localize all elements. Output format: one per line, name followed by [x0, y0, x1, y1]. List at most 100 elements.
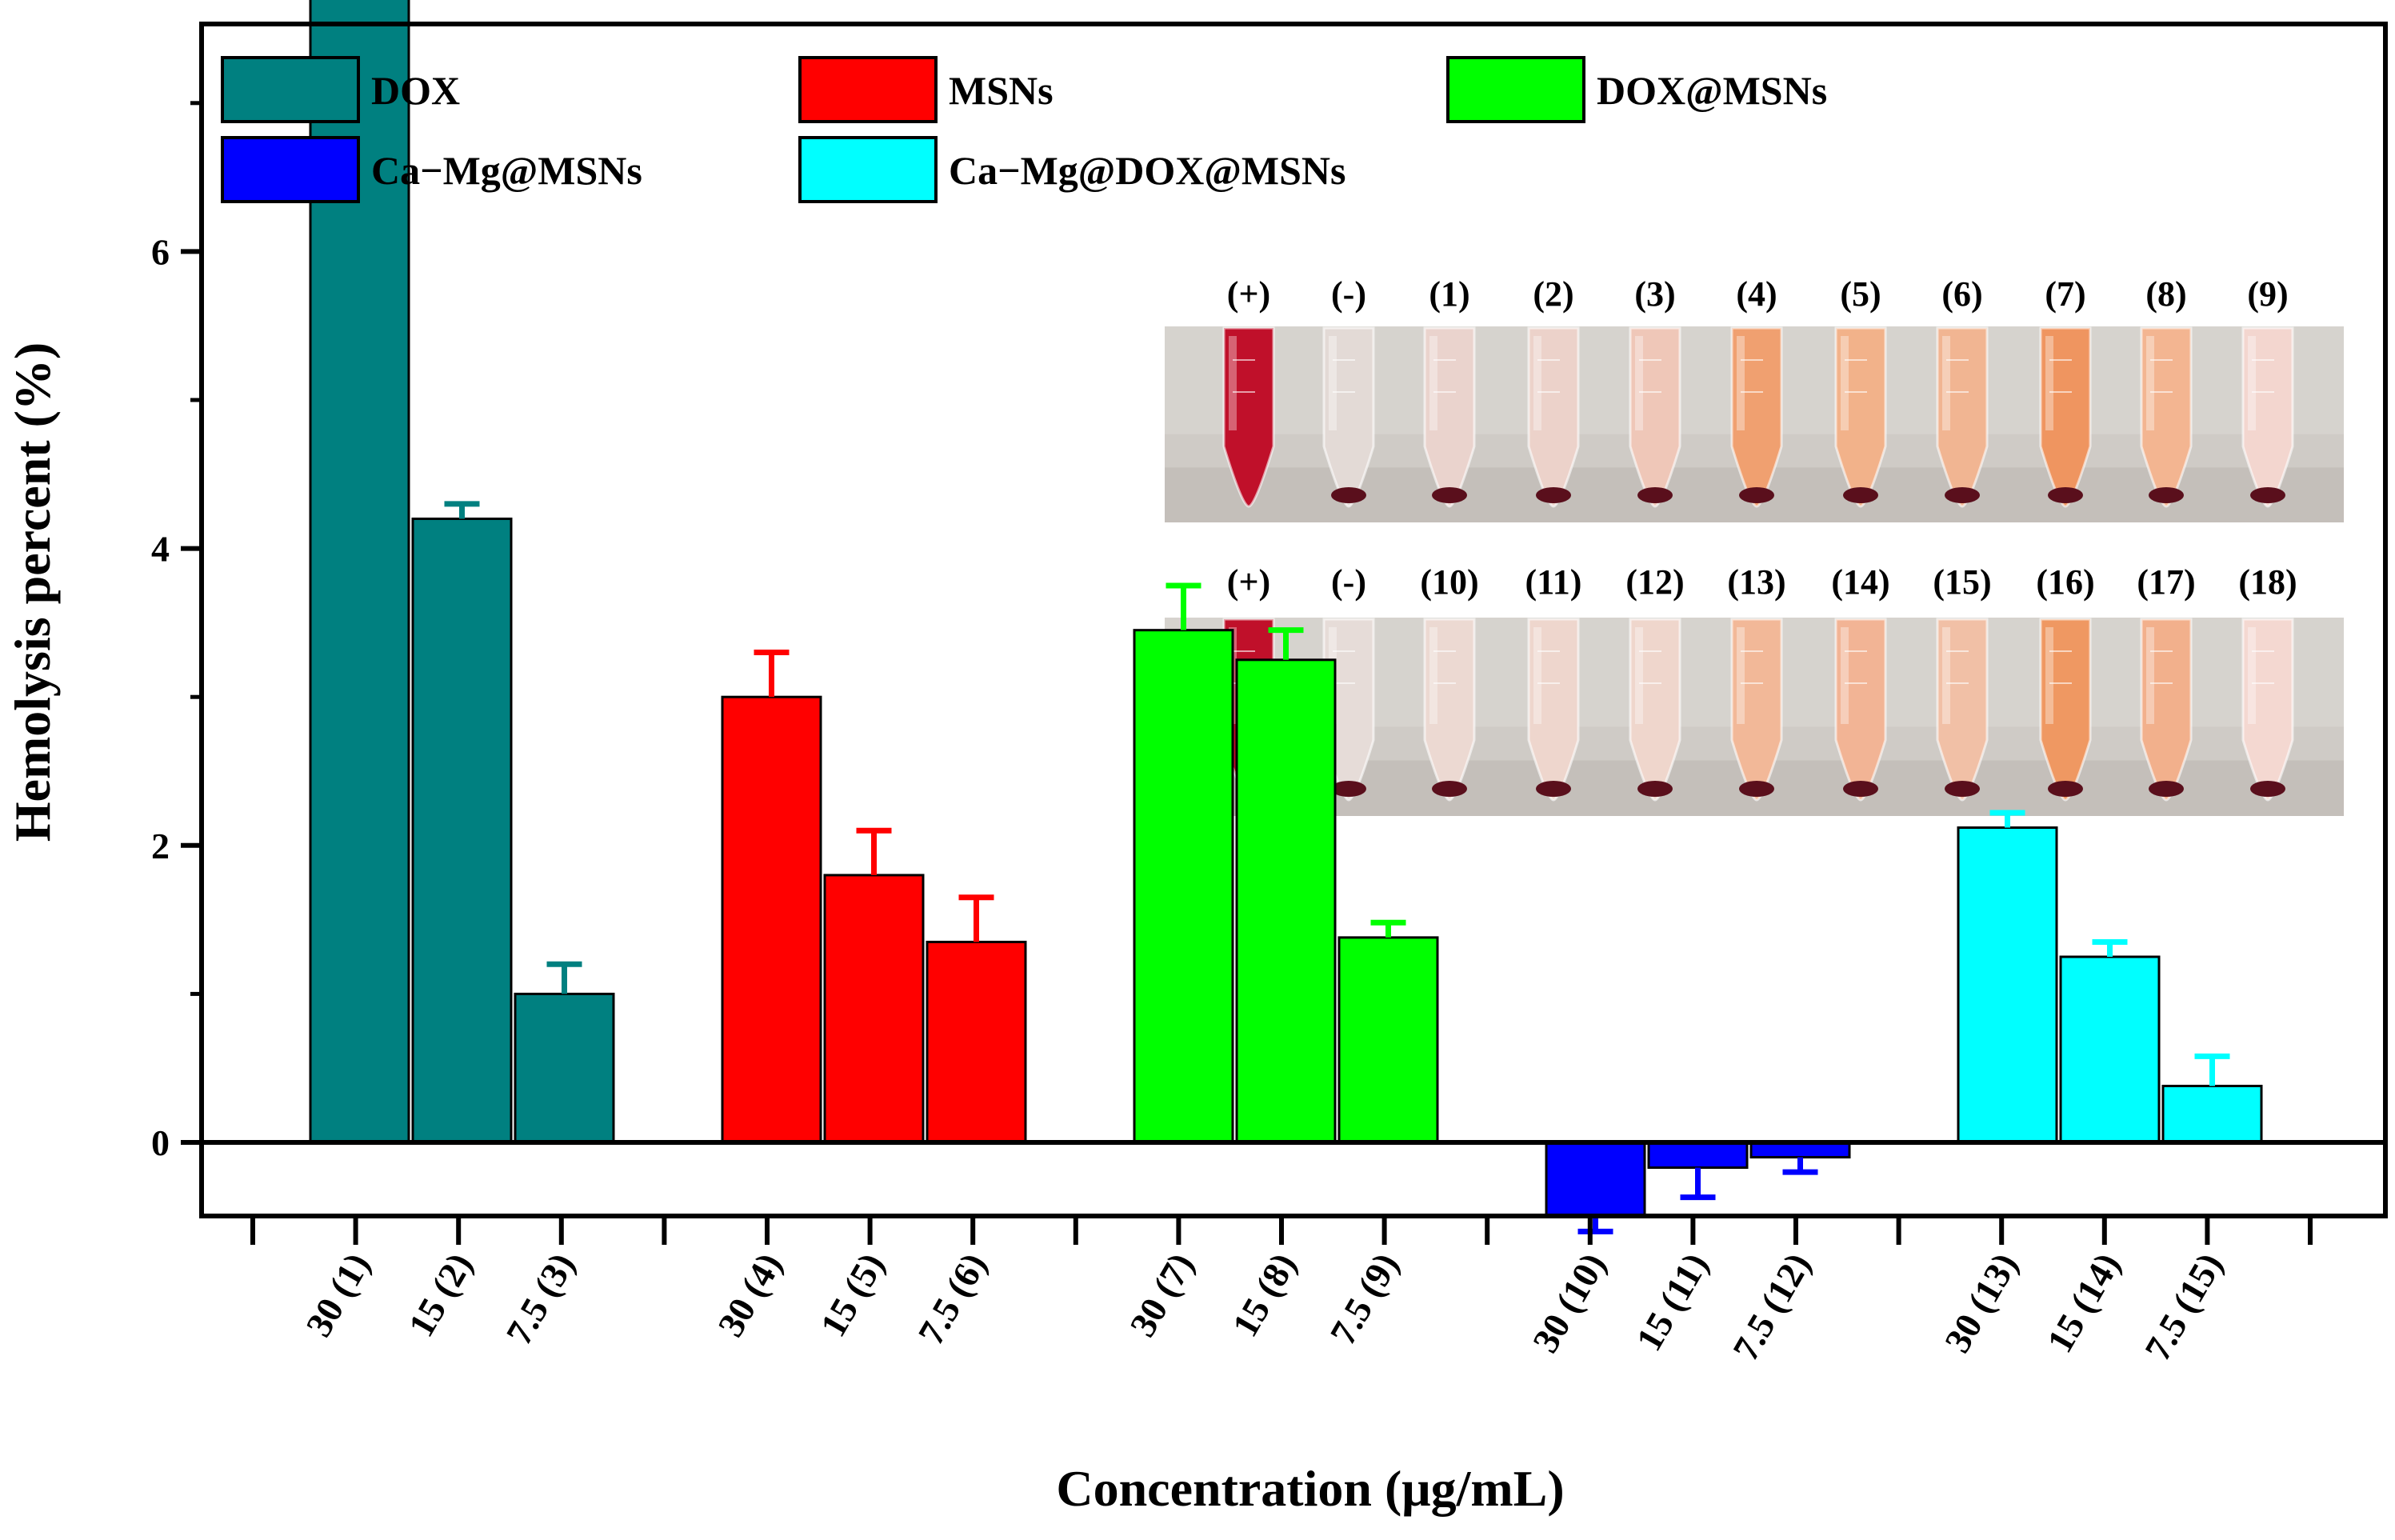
tube-label: (15): [1933, 562, 1991, 602]
tube-label: (6): [1941, 274, 1982, 314]
tube-1-1: [1222, 326, 1275, 508]
legend-swatch: [798, 136, 938, 203]
legend-label: Ca−Mg@DOX@MSNs: [949, 148, 1345, 193]
photo-panel-1: (+) (-) (1) (2) (3) (4) (5) (6) (7) (8) (9): [1165, 274, 2344, 522]
bar: [2059, 955, 2161, 1144]
tube-label: (+): [1227, 562, 1270, 602]
rbc-pellet: [1637, 781, 1673, 797]
legend-item: MSNs: [798, 56, 1054, 123]
tube-photo-inset: (+) (-) (1) (2) (3) (4) (5) (6) (7) (8) (9)(+) (-)(…: [1165, 274, 2344, 816]
tube-label: (14): [1831, 562, 1889, 602]
x-tick-label: 15 (2): [400, 1246, 480, 1344]
rbc-pellet: [1843, 781, 1878, 797]
tube-2-10: [2140, 618, 2193, 802]
legend-label: Ca−Mg@MSNs: [371, 148, 642, 193]
x-tick-label: 7.5 (12): [1725, 1246, 1818, 1368]
tube-shine: [2045, 627, 2053, 724]
tube-shine: [2146, 336, 2154, 430]
rbc-pellet: [2250, 487, 2285, 503]
tube-shine: [1429, 336, 1437, 430]
rbc-pellet: [1536, 781, 1571, 797]
tube-1-11: [2241, 326, 2294, 508]
legend-swatch: [221, 136, 360, 203]
tube-2-9: [2039, 618, 2092, 802]
tube-1-2: [1322, 326, 1375, 508]
tube-2-5: [1629, 618, 1681, 802]
rbc-pellet: [1331, 487, 1366, 503]
x-tick-label: 7.5 (6): [910, 1246, 994, 1352]
x-tick-label: 30 (1): [298, 1246, 378, 1344]
x-tick-label: 15 (14): [2039, 1246, 2128, 1360]
tube-label: (-): [1331, 562, 1366, 602]
tube-shine: [1737, 336, 1745, 430]
x-tick-label: 30 (4): [710, 1246, 790, 1344]
bar: [2161, 1084, 2263, 1144]
legend-item: Ca−Mg@DOX@MSNs: [798, 136, 1345, 203]
bar: [1957, 826, 2058, 1144]
tube-1-3: [1423, 326, 1476, 508]
tube-2-7: [1834, 618, 1887, 802]
tube-label: (16): [2036, 562, 2094, 602]
rbc-pellet: [1945, 781, 1980, 797]
series-dox-msns: [1133, 582, 1439, 1144]
tube-label: (4): [1736, 274, 1777, 314]
bar: [721, 695, 822, 1144]
x-tick-label: 15 (11): [1628, 1246, 1716, 1358]
tube-2-8: [1936, 618, 1989, 802]
x-tick-label: 15 (5): [812, 1246, 892, 1344]
rbc-pellet: [1843, 487, 1878, 503]
tube-shine: [2045, 336, 2053, 430]
y-tick-label: 0: [151, 1122, 170, 1163]
tube-1-5: [1629, 326, 1681, 508]
rbc-pellet: [2048, 487, 2083, 503]
series-msns: [721, 650, 1027, 1144]
tube-shine: [1737, 627, 1745, 724]
y-tick-label: 2: [151, 826, 170, 866]
bar: [926, 940, 1027, 1144]
tube-2-4: [1527, 618, 1580, 802]
tube-shine: [1841, 336, 1849, 430]
bar: [1337, 936, 1439, 1144]
bar: [514, 992, 615, 1144]
rbc-pellet: [1331, 781, 1366, 797]
y-tick-label: 4: [151, 529, 170, 570]
tube-1-6: [1730, 326, 1783, 508]
tube-label: (-): [1331, 274, 1366, 314]
tube-label: (11): [1525, 562, 1582, 602]
tube-1-7: [1834, 326, 1887, 508]
tube-shine: [1635, 627, 1643, 724]
tube-shine: [1841, 627, 1849, 724]
tube-label: (17): [2137, 562, 2195, 602]
tube-shine: [1229, 336, 1237, 430]
tube-1-8: [1936, 326, 1989, 508]
rbc-pellet: [2149, 487, 2184, 503]
legend-label: DOX@MSNs: [1597, 68, 1827, 113]
x-tick-label: 30 (7): [1122, 1246, 1201, 1344]
tube-shine: [1942, 627, 1950, 724]
rbc-pellet: [2149, 781, 2184, 797]
legend-item: Ca−Mg@MSNs: [221, 136, 642, 203]
tube-2-6: [1730, 618, 1783, 802]
tube-label: (3): [1634, 274, 1675, 314]
tube-shine: [1533, 627, 1541, 724]
x-tick-label: 7.5 (3): [498, 1246, 582, 1352]
tube-label: (18): [2238, 562, 2297, 602]
tube-1-10: [2140, 326, 2193, 508]
rbc-pellet: [1739, 487, 1774, 503]
x-axis-label: Concentration (μg/mL): [1056, 1460, 1564, 1517]
y-tick-label: 6: [151, 231, 170, 272]
rbc-pellet: [1739, 781, 1774, 797]
plot-frame: [199, 22, 2388, 1218]
tube-label: (12): [1625, 562, 1684, 602]
tube-shine: [1533, 336, 1541, 430]
series-ca-mg-dox-msns: [1957, 810, 2263, 1144]
y-axis-label: Hemolysis percent (%): [4, 342, 61, 842]
photo-panel-2: (+) (-) (10) (11) (12) (13) (14) (15) (16) (17) (1…: [1165, 562, 2344, 816]
series-ca-mg-msns: [1545, 1141, 1851, 1234]
rbc-pellet: [1536, 487, 1571, 503]
rbc-pellet: [2250, 781, 2285, 797]
x-tick-label: 7.5 (15): [2137, 1246, 2230, 1368]
bar: [1647, 1141, 1749, 1170]
tube-label: (9): [2247, 274, 2288, 314]
rbc-pellet: [1432, 781, 1467, 797]
